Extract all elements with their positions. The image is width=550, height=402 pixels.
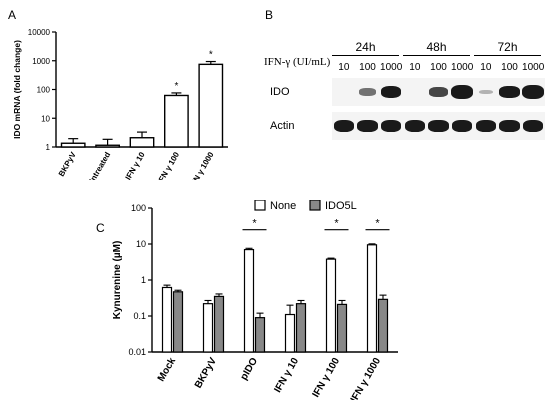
bar-ido5l (172, 291, 184, 353)
bar (164, 94, 189, 148)
dose-label: 1000 (451, 62, 474, 73)
blot-band (499, 86, 520, 98)
bar (129, 137, 155, 148)
blot-band (450, 85, 474, 99)
bar (198, 63, 224, 148)
bar-none (284, 313, 296, 353)
bar-none (161, 286, 173, 353)
blot-band (475, 120, 497, 132)
timepoint-bracket (403, 55, 470, 56)
x-tick-label: IFN γ 100 (156, 150, 182, 180)
bar-ido5l (377, 298, 389, 353)
dose-label: 100 (359, 62, 376, 73)
y-tick-label: 10 (41, 114, 50, 123)
blot-band (429, 87, 448, 97)
blot-row-label: IDO (270, 86, 290, 98)
legend-label: IDO5L (325, 200, 357, 212)
x-tick-label: BKPyV (57, 150, 78, 178)
dose-label: 10 (338, 62, 350, 73)
panel-b-label: B (265, 8, 274, 22)
x-tick-label: IFN γ 1000 (349, 356, 383, 400)
treatment-label: IFN-γ (UI/mL) (264, 56, 331, 68)
chart-a: 1 10 100 1000 10000 IDO mRNA (fold change) BKP… (12, 28, 228, 180)
blot-band (479, 89, 493, 95)
western-blot-panel: 24h 48h 72h 10 100 1000 10 100 1000 10 100 1000 ID… (270, 30, 550, 150)
legend-label: None (270, 200, 296, 212)
bar-ido5l (336, 303, 348, 353)
y-tick-label: 0.01 (128, 347, 146, 357)
blot-strip (332, 78, 545, 106)
x-tick-label: IFN γ 100 (311, 356, 343, 400)
legend-swatch-none (254, 200, 266, 211)
dose-label: 10 (409, 62, 421, 73)
y-tick-label: 1 (141, 275, 146, 285)
bar (60, 142, 86, 148)
dose-label: 1000 (380, 62, 403, 73)
x-tick-label: IFN γ 1000 (188, 150, 216, 180)
y-tick-label: 10 (136, 239, 146, 249)
blot-band (381, 86, 402, 98)
dose-label: 100 (501, 62, 518, 73)
significance-star: * (209, 50, 213, 61)
blot-band (451, 120, 473, 132)
bar-none (325, 258, 337, 353)
dose-label: 100 (430, 62, 447, 73)
blot-band (428, 120, 449, 132)
bar-none (202, 303, 214, 353)
x-tick-label: IFN γ 10 (272, 356, 301, 395)
panel-c-label: C (96, 221, 105, 235)
bar-ido5l (254, 317, 266, 353)
x-tick-label: BKPyV (193, 356, 219, 391)
dose-label: 10 (480, 62, 492, 73)
y-tick-label: 1 (46, 143, 51, 152)
x-tick-label: pIDO (239, 356, 261, 382)
dose-label: 1000 (522, 62, 545, 73)
significance-star: * (375, 218, 380, 230)
y-tick-label: 1000 (32, 57, 50, 66)
bar-ido5l (295, 303, 307, 353)
blot-band (521, 85, 545, 99)
y-tick-label: 10000 (28, 28, 51, 37)
significance-star: * (334, 218, 339, 230)
x-tick-label: IFN γ 10 (124, 150, 147, 180)
blot-strip (332, 112, 545, 140)
y-tick-label: 0.1 (133, 311, 146, 321)
x-tick-label: Untreated (86, 150, 113, 180)
blot-band (357, 120, 378, 132)
bar-ido5l (213, 295, 225, 353)
timepoint-label: 48h (426, 40, 447, 54)
chart-c: 0.01 0.1 1 10 100 Kynurenine (µM) Mock BKPyV * pI… (112, 200, 398, 400)
blot-band (499, 120, 520, 132)
significance-star: * (174, 81, 178, 92)
timepoint-bracket (474, 55, 541, 56)
panel-a-label: A (8, 8, 17, 22)
blot-band (380, 120, 402, 132)
bar-none (366, 244, 378, 353)
significance-star: * (252, 218, 257, 230)
y-axis-label: IDO mRNA (fold change) (12, 40, 22, 139)
blot-band (333, 120, 355, 132)
timepoint-bracket (332, 55, 399, 56)
timepoint-label: 24h (355, 40, 376, 54)
blot-band (359, 88, 376, 96)
bar (95, 144, 120, 148)
x-tick-label: Mock (156, 356, 179, 384)
y-tick-label: 100 (37, 86, 51, 95)
legend-swatch-ido5l (309, 200, 321, 211)
bar-none (243, 248, 255, 353)
timepoint-label: 72h (497, 40, 518, 54)
blot-band (404, 120, 426, 132)
y-axis-label: Kynurenine (µM) (112, 241, 123, 320)
blot-row-label: Actin (270, 120, 295, 132)
blot-band (522, 120, 544, 132)
y-tick-label: 100 (131, 203, 146, 213)
